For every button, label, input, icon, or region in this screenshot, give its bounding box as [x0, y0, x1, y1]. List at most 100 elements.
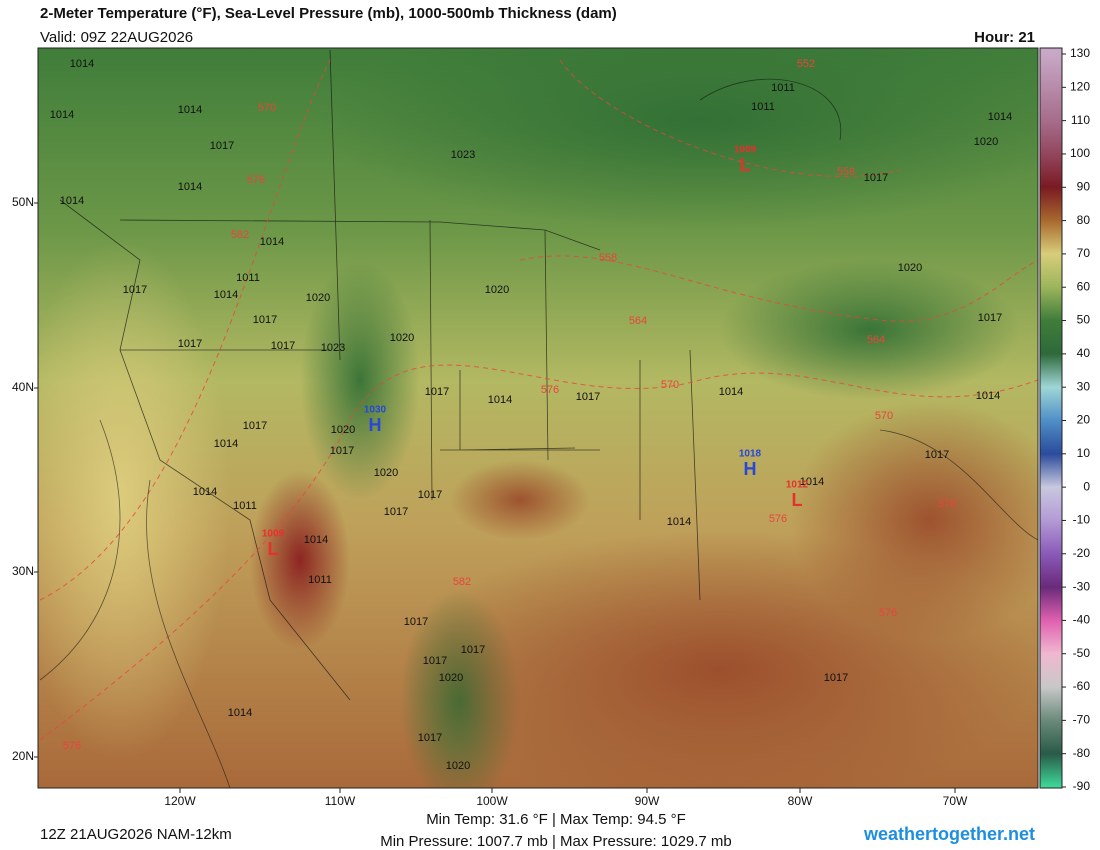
center-letter: H	[369, 415, 382, 435]
site-link[interactable]: weathertogether.net	[863, 824, 1035, 844]
thickness-label: 564	[629, 315, 647, 327]
isobar-label: 1014	[667, 516, 691, 528]
isobar-label: 1017	[253, 314, 277, 326]
isobar-label: 1023	[451, 149, 475, 161]
isobar-label: 1017	[243, 420, 267, 432]
isobar-label: 1014	[50, 109, 74, 121]
colorbar-label: -60	[1073, 679, 1091, 693]
thickness-label: 582	[231, 229, 249, 241]
isobar-label: 1020	[306, 292, 330, 304]
colorbar-label: 90	[1077, 179, 1091, 193]
isobar-label: 1020	[446, 760, 470, 772]
center-letter: H	[744, 459, 757, 479]
thickness-label: 558	[599, 252, 617, 264]
isobar-label: 1011	[751, 101, 775, 113]
colorbar-label: 30	[1077, 379, 1091, 393]
center-value: 1009	[262, 529, 285, 540]
isobar-label: 1017	[864, 172, 888, 184]
isobar-label: 1011	[236, 272, 260, 284]
center-value: 1012	[786, 480, 809, 491]
thickness-label: 552	[797, 58, 815, 70]
isobars	[39, 78, 1038, 788]
colorbar-label: 40	[1077, 346, 1091, 360]
thickness-label: 558	[837, 166, 855, 178]
isobar-label: 1017	[330, 445, 354, 457]
isobar-label: 1017	[271, 340, 295, 352]
isobar-label: 1014	[70, 58, 94, 70]
isobar-label: 1020	[898, 262, 922, 274]
thickness-label: 576	[938, 498, 956, 510]
longitude-label: 120W	[164, 794, 196, 808]
latitude-label: 40N	[12, 380, 34, 394]
isobar-label: 1017	[978, 312, 1002, 324]
isobar-label: 1014	[60, 195, 84, 207]
map-field: 1014 1014 1014 1017 1023 1011 1011 1014 1014 1014…	[38, 48, 1038, 788]
colorbar-label: 110	[1071, 113, 1090, 127]
isobar-label: 1014	[988, 111, 1012, 123]
isobar-label: 1014	[304, 534, 328, 546]
colorbar-label: -70	[1073, 713, 1091, 727]
colorbar-label: -40	[1073, 613, 1091, 627]
thickness-label: 570	[258, 102, 276, 114]
isobar-label: 1017	[178, 338, 202, 350]
colorbar	[1039, 47, 1063, 789]
colorbar-label: -20	[1073, 546, 1091, 560]
thickness-label: 576	[247, 174, 265, 186]
warm-water	[790, 400, 1038, 640]
isobar-label: 1014	[228, 707, 252, 719]
isobar-label: 1020	[439, 672, 463, 684]
thickness-label: 582	[453, 576, 471, 588]
cool-region	[320, 48, 1038, 230]
colorbar-label: 130	[1070, 46, 1090, 60]
latitude-label: 50N	[12, 195, 34, 209]
isobar-label: 1017	[425, 386, 449, 398]
colorbar-label: 100	[1070, 146, 1090, 160]
colorbar-label: -80	[1073, 746, 1091, 760]
thickness-label: 576	[879, 607, 897, 619]
colorbar-label: 70	[1077, 246, 1091, 260]
isobar-label: 1017	[418, 732, 442, 744]
longitude-label: 110W	[325, 794, 356, 808]
cool-region	[720, 260, 1020, 400]
isobar-label: 1014	[488, 394, 512, 406]
isobar-label: 1014	[800, 476, 824, 488]
colorbar-label: 80	[1077, 213, 1091, 227]
isobar-label: 1014	[178, 104, 202, 116]
isobar-label: 1020	[390, 332, 414, 344]
colorbar-label: 60	[1077, 279, 1091, 293]
borders	[59, 49, 701, 701]
center-letter: L	[740, 155, 751, 175]
thickness-label: 570	[661, 379, 679, 391]
isobar-label: 1014	[719, 386, 743, 398]
thickness-label: 576	[63, 740, 81, 752]
isobar-label: 1020	[331, 424, 355, 436]
mild-region	[38, 240, 230, 760]
isobar-label: 1017	[418, 489, 442, 501]
thickness-label: 570	[875, 410, 893, 422]
valid-time: Valid: 09Z 22AUG2026	[40, 29, 193, 46]
colorbar-label: 120	[1070, 79, 1090, 93]
colorbar-label: -50	[1073, 646, 1091, 660]
isobar-label: 1017	[576, 391, 600, 403]
isobar-label: 1011	[308, 574, 332, 586]
isobar-label: 1014	[214, 289, 238, 301]
isobar-label: 1011	[771, 82, 795, 94]
colorbar-label: -10	[1073, 513, 1091, 527]
longitude-label: 100W	[476, 794, 508, 808]
center-value: 1009	[734, 145, 757, 156]
thickness-label: 576	[541, 384, 559, 396]
colorbar-label: 10	[1077, 446, 1091, 460]
isobar-label: 1017	[123, 284, 147, 296]
colorbar-label: 50	[1077, 313, 1091, 327]
isobar-label: 1020	[485, 284, 509, 296]
map-frame	[37, 47, 1039, 789]
center-letter: L	[268, 539, 279, 559]
isobar-label: 1017	[824, 672, 848, 684]
isobar-label: 1023	[321, 342, 345, 354]
hot-region	[450, 460, 590, 540]
cool-region	[300, 260, 420, 500]
isobar-label: 1017	[925, 449, 949, 461]
center-value: 1018	[739, 449, 762, 460]
